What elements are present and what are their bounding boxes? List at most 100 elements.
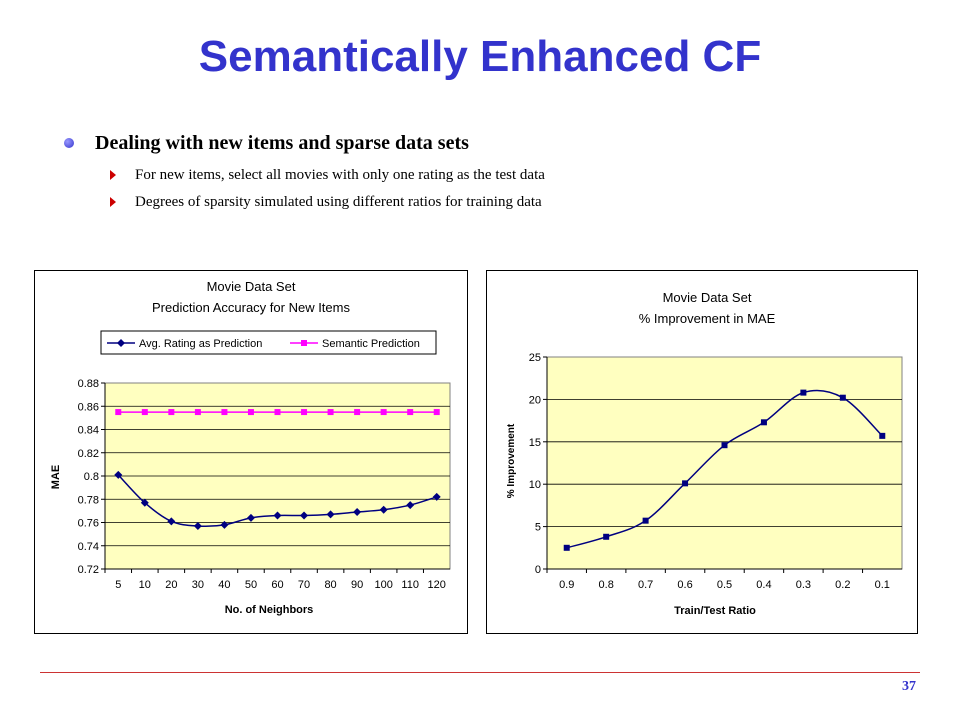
data-point [168,409,175,416]
data-point [642,517,649,524]
y-axis-label: MAE [50,465,62,489]
data-point [563,544,570,551]
data-point [800,389,807,396]
chart-title-line1: Movie Data Set [207,279,296,294]
slide-title: Semantically Enhanced CF [198,32,762,81]
chart-improvement-ratio: Movie Data Set % Improvement in MAE % Im… [486,270,918,634]
data-point [433,409,440,416]
y-tick-label: 0.88 [78,378,99,390]
data-point [167,517,176,526]
data-point [682,480,689,487]
data-point [194,409,201,416]
y-tick-label: 25 [529,352,541,364]
sub-bullet-text: Degrees of sparsity simulated using diff… [135,194,542,210]
data-point [273,511,282,520]
legend-label-semantic: Semantic Prediction [322,338,420,350]
data-point [193,521,202,530]
data-point [301,409,308,416]
x-tick-label: 0.7 [638,579,653,591]
sub-bullet-text: For new items, select all movies with on… [135,167,545,183]
data-point [603,533,610,540]
x-tick-label: 0.6 [677,579,692,591]
chart-mae-neighbors-svg: Movie Data Set Prediction Accuracy for N… [50,279,451,616]
data-point [354,409,361,416]
chart-mae-neighbors: Movie Data Set Prediction Accuracy for N… [34,270,468,634]
data-point [327,409,334,416]
data-point [760,419,767,426]
chart-title-line2: Prediction Accuracy for New Items [152,300,350,315]
x-axis-label: Train/Test Ratio [674,605,756,617]
x-tick-label: 0.1 [875,579,890,591]
main-bullet-text: Dealing with new items and sparse data s… [95,132,469,154]
x-tick-label: 0.9 [559,579,574,591]
data-point [326,510,335,519]
triangle-bullet-icon [110,197,116,207]
x-tick-label: 20 [165,579,177,591]
y-axis-label: % Improvement [506,423,517,498]
data-point [879,432,886,439]
x-tick-label: 110 [401,579,419,591]
x-tick-label: 60 [271,579,283,591]
y-tick-label: 0.86 [78,401,99,413]
data-point [220,520,229,529]
x-tick-label: 0.8 [599,579,614,591]
legend-marker-semantic [301,340,307,346]
x-tick-label: 0.4 [756,579,771,591]
bullet-dot-icon [64,138,74,148]
x-tick-label: 40 [218,579,230,591]
chart-title-line1: Movie Data Set [663,290,752,305]
x-tick-label: 100 [374,579,392,591]
data-point [246,513,255,522]
plot-area: 0.72 0.74 0.76 0.78 0.8 0.82 0.84 0.86 0.88 5 10 20… [78,378,451,591]
legend-box [100,330,437,355]
y-tick-label: 20 [529,394,541,406]
y-tick-label: 0.72 [78,564,99,576]
x-tick-label: 10 [139,579,151,591]
x-tick-label: 0.5 [717,579,732,591]
y-tick-label: 0.82 [78,448,99,460]
y-tick-label: 0.8 [84,471,99,483]
x-tick-label: 5 [115,579,121,591]
data-point [115,409,122,416]
x-axis-label: No. of Neighbors [225,604,314,616]
y-tick-label: 0.74 [78,541,99,553]
data-point [221,409,228,416]
plot-area: 0 5 10 15 20 25 0.9 0.8 0.7 0.6 0.5 0.4 0.3 0.2 0.1 [529,352,903,591]
footer-divider [40,672,920,673]
legend-marker-avg [117,339,125,347]
y-tick-label: 0.76 [78,518,99,530]
data-point [274,409,281,416]
legend-label-avg: Avg. Rating as Prediction [139,338,262,350]
data-point [839,394,846,401]
triangle-bullet-icon [110,170,116,180]
y-tick-label: 5 [535,522,541,534]
y-tick-label: 0.78 [78,494,99,506]
y-tick-label: 15 [529,437,541,449]
x-tick-label: 90 [351,579,363,591]
data-point [353,508,362,517]
x-tick-label: 80 [324,579,336,591]
chart-improvement-ratio-svg: Movie Data Set % Improvement in MAE % Im… [506,290,903,617]
y-tick-label: 10 [529,479,541,491]
data-point [140,498,149,507]
data-point [247,409,254,416]
y-tick-label: 0.84 [78,425,99,437]
x-tick-label: 70 [298,579,310,591]
data-point [407,409,414,416]
x-tick-label: 0.2 [835,579,850,591]
x-tick-label: 50 [245,579,257,591]
x-tick-label: 0.3 [796,579,811,591]
chart-legend: Avg. Rating as Prediction Semantic Predi… [100,330,437,355]
x-tick-label: 30 [192,579,204,591]
data-point [114,470,123,479]
data-point [406,501,415,510]
data-point [432,492,441,501]
plot-background [546,356,903,570]
data-point [379,505,388,514]
chart-title-line2: % Improvement in MAE [639,311,776,326]
x-tick-label: 120 [428,579,446,591]
page-number: 37 [902,679,916,694]
data-point [300,511,309,520]
data-point [380,409,387,416]
data-point [721,442,728,449]
